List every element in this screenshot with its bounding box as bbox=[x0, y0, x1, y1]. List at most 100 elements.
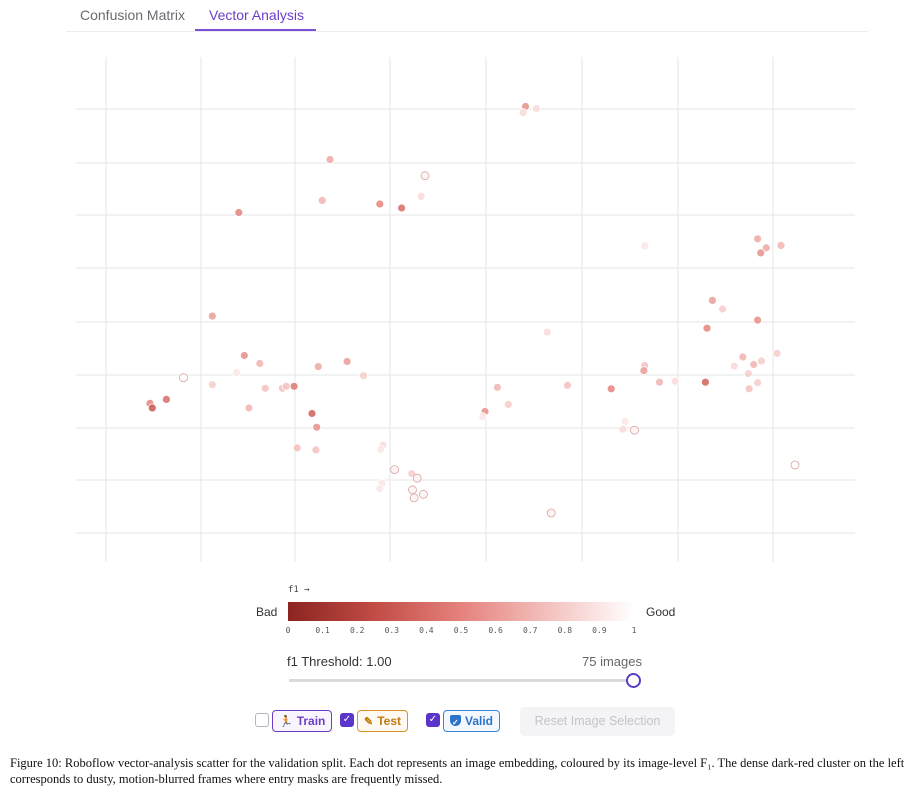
scatter-point-25[interactable] bbox=[232, 368, 241, 378]
scatter-point-16[interactable] bbox=[718, 304, 727, 314]
test-checkbox[interactable]: ✓ bbox=[340, 713, 354, 727]
scatter-point-27[interactable] bbox=[359, 371, 368, 381]
scatter-point-9[interactable] bbox=[234, 208, 244, 217]
colorbar-tick-8: 0.8 bbox=[557, 626, 573, 635]
test-filter-button[interactable]: ✎ Test bbox=[357, 710, 409, 732]
scatter-point-22[interactable] bbox=[255, 359, 265, 368]
scatter-point-45[interactable] bbox=[412, 473, 422, 483]
colorbar-tick-1: 0.1 bbox=[315, 626, 330, 635]
train-filter-label: Train bbox=[296, 714, 326, 728]
active-tab-indicator bbox=[195, 29, 316, 31]
threshold-slider-thumb[interactable] bbox=[626, 673, 641, 688]
scatter-point-55[interactable] bbox=[503, 399, 513, 409]
scatter-point-50[interactable] bbox=[409, 493, 419, 503]
scatter-point-21[interactable] bbox=[239, 351, 249, 360]
scatter-point-1[interactable] bbox=[518, 108, 528, 117]
colorbar-tick-10: 1 bbox=[631, 626, 637, 635]
train-checkbox[interactable] bbox=[255, 713, 269, 727]
scatter-point-60[interactable] bbox=[655, 377, 664, 387]
valid-filter-button[interactable]: Valid bbox=[443, 710, 501, 733]
scatter-point-29[interactable] bbox=[207, 380, 217, 390]
colorbar-key-label: f1 → bbox=[288, 585, 310, 595]
scatter-point-4[interactable] bbox=[420, 171, 430, 181]
threshold-label: f1 Threshold: 1.00 bbox=[287, 654, 392, 669]
scatter-point-74[interactable] bbox=[790, 460, 800, 470]
scatter-point-42[interactable] bbox=[376, 444, 386, 454]
scatter-point-8[interactable] bbox=[375, 199, 385, 209]
scatter-point-68[interactable] bbox=[772, 348, 782, 358]
colorbar-tick-2: 0.2 bbox=[349, 626, 365, 635]
scatter-point-15[interactable] bbox=[708, 295, 717, 305]
scatter-point-65[interactable] bbox=[749, 360, 759, 369]
scatter-point-73[interactable] bbox=[630, 425, 639, 435]
train-filter-button[interactable]: 🏃 Train bbox=[272, 710, 333, 732]
scatter-point-12[interactable] bbox=[761, 243, 771, 253]
scatter-point-54[interactable] bbox=[478, 412, 488, 422]
scatter-point-20[interactable] bbox=[542, 327, 552, 337]
image-count: 75 images bbox=[582, 654, 642, 669]
scatter-point-6[interactable] bbox=[416, 191, 426, 201]
colorbar-tick-4: 0.4 bbox=[419, 626, 434, 635]
colorbar-tick-9: 0.9 bbox=[592, 626, 607, 635]
threshold-slider-track[interactable] bbox=[289, 679, 633, 682]
scatter-point-36[interactable] bbox=[244, 403, 254, 413]
threshold-slider-fill bbox=[289, 679, 633, 682]
test-filter-label: Test bbox=[377, 714, 402, 728]
scatter-point-10[interactable] bbox=[640, 241, 650, 251]
scatter-point-28[interactable] bbox=[179, 373, 188, 383]
scatter-point-67[interactable] bbox=[757, 356, 766, 366]
colorbar-ticks: 0 0.1 0.2 0.3 0.4 0.5 0.6 0.7 0.8 0.9 1 bbox=[285, 626, 637, 638]
runner-icon: 🏃 bbox=[279, 716, 293, 728]
scatter-point-40[interactable] bbox=[311, 445, 321, 455]
scatter-point-71[interactable] bbox=[620, 417, 630, 427]
scatter-point-31[interactable] bbox=[260, 383, 270, 393]
reset-image-selection-button[interactable]: Reset Image Selection bbox=[520, 707, 675, 736]
scatter-point-66[interactable] bbox=[743, 369, 753, 379]
scatter-point-3[interactable] bbox=[325, 155, 335, 164]
scatter-point-11[interactable] bbox=[753, 234, 762, 244]
figure-caption: Figure 10: Roboflow vector-analysis scat… bbox=[10, 756, 905, 786]
scatter-point-52[interactable] bbox=[492, 382, 502, 392]
vector-scatter-plot[interactable] bbox=[0, 0, 918, 570]
scatter-point-7[interactable] bbox=[397, 203, 407, 213]
tab-bar: Confusion Matrix Vector Analysis bbox=[66, 0, 868, 32]
colorbar-tick-0: 0 bbox=[285, 626, 291, 635]
scatter-point-32[interactable] bbox=[281, 381, 291, 391]
scatter-point-69[interactable] bbox=[753, 378, 762, 388]
scatter-point-19[interactable] bbox=[207, 311, 217, 321]
scatter-point-57[interactable] bbox=[606, 384, 616, 394]
scatter-point-47[interactable] bbox=[375, 484, 385, 494]
scatter-point-38[interactable] bbox=[312, 422, 322, 432]
scatter-point-63[interactable] bbox=[729, 361, 739, 371]
scatter-point-48[interactable] bbox=[408, 485, 417, 495]
scatter-point-13[interactable] bbox=[776, 240, 786, 250]
scatter-point-64[interactable] bbox=[738, 352, 748, 362]
f1-colorbar bbox=[288, 602, 634, 621]
pencil-icon: ✎ bbox=[364, 716, 374, 728]
scatter-point-17[interactable] bbox=[753, 315, 762, 325]
scatter-point-61[interactable] bbox=[670, 376, 680, 386]
tab-confusion-matrix[interactable]: Confusion Matrix bbox=[80, 7, 186, 23]
scatter-point-39[interactable] bbox=[292, 443, 302, 453]
scatter-point-5[interactable] bbox=[317, 195, 327, 205]
scatter-point-62[interactable] bbox=[701, 377, 710, 387]
valid-checkbox[interactable]: ✓ bbox=[426, 713, 440, 727]
scatter-point-30[interactable] bbox=[289, 381, 299, 391]
scatter-point-70[interactable] bbox=[744, 384, 754, 394]
scatter-point-56[interactable] bbox=[563, 380, 572, 390]
scatter-point-51[interactable] bbox=[546, 508, 556, 518]
scatter-point-33[interactable] bbox=[161, 394, 171, 404]
scatter-point-14[interactable] bbox=[756, 248, 766, 258]
scatter-point-24[interactable] bbox=[313, 362, 323, 372]
scatter-point-2[interactable] bbox=[532, 104, 541, 113]
scatter-point-35[interactable] bbox=[147, 403, 157, 413]
scatter-point-43[interactable] bbox=[390, 465, 400, 475]
scatter-point-72[interactable] bbox=[618, 424, 628, 434]
scatter-point-37[interactable] bbox=[307, 409, 317, 418]
scatter-point-23[interactable] bbox=[342, 357, 352, 366]
scatter-point-18[interactable] bbox=[702, 323, 712, 333]
scatter-point-49[interactable] bbox=[418, 489, 428, 499]
tab-vector-analysis[interactable]: Vector Analysis bbox=[209, 7, 304, 23]
colorbar-tick-7: 0.7 bbox=[522, 626, 538, 635]
scatter-point-59[interactable] bbox=[639, 366, 649, 376]
